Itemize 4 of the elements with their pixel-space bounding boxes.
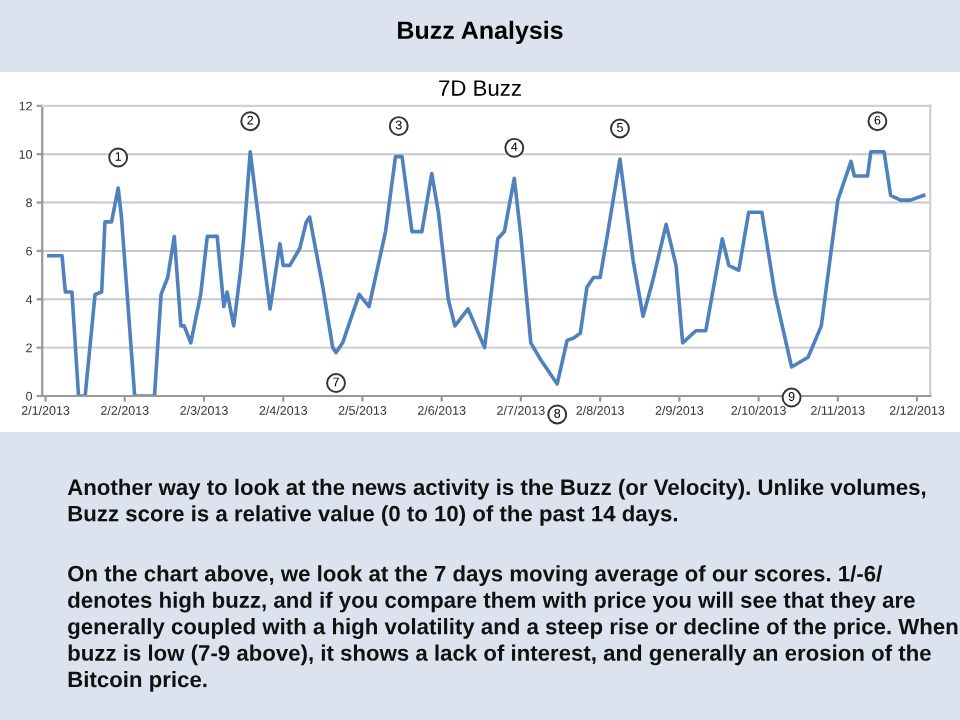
text: On the chart above, we look at the 7 days moving average of our scores. 1/-6/ denotes high buzz, and if you compare them with price you will see that they are generally coupled with a high volatility and a steep rise or decline of the price. When buzz is low (7-9 above), it shows a lack of interest, and generally an erosion of the Bitcoin price. <box>68 565 958 692</box>
chart-subtitle: 7D Buzz <box>439 80 521 96</box>
chart-title: Buzz Analysis <box>398 20 563 45</box>
text: Another way to look at the news activity is the Buzz (or Velocity). Unlike volumes, Buzz score is a relative value (0 to 10) of the past 14 days. <box>67 478 926 526</box>
